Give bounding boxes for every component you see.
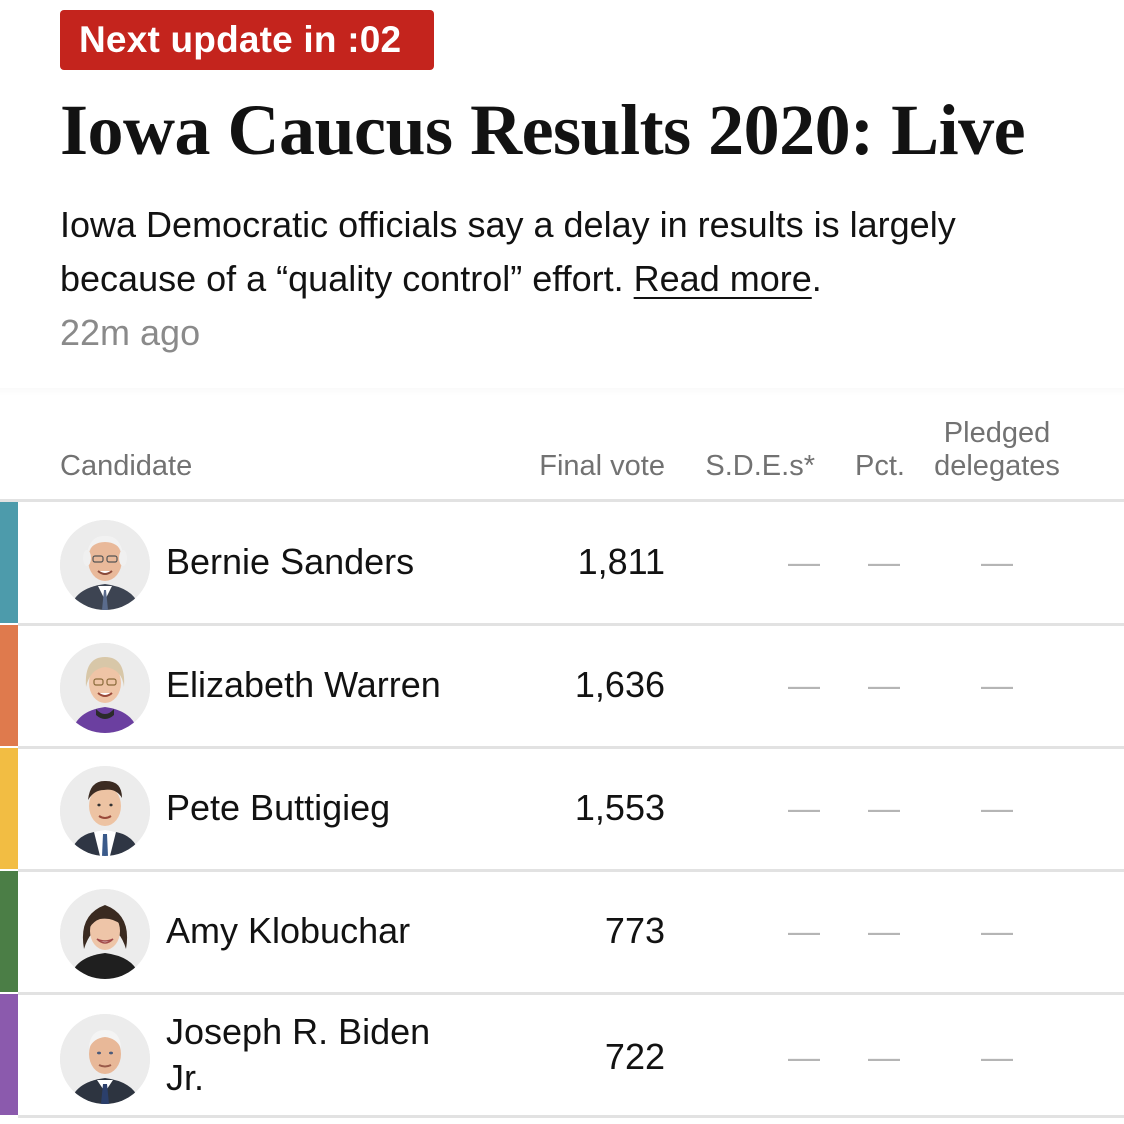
sdes-value: — (788, 790, 820, 826)
row-divider (18, 869, 1124, 872)
sdes-value: — (788, 913, 820, 949)
joseph-biden-portrait-icon (60, 1014, 150, 1104)
pledged-value: — (981, 544, 1013, 580)
final-vote: 722 (604, 1036, 665, 1077)
candidate-color-bar (0, 502, 18, 623)
header-candidate: Candidate (60, 450, 193, 482)
candidate-name: Bernie Sanders (166, 541, 415, 582)
final-vote: 773 (604, 910, 665, 951)
table-row: Joseph R. Biden Jr. 722 — — — (0, 992, 1124, 1118)
read-more-link[interactable]: Read more (633, 258, 812, 299)
pct-value: — (868, 544, 900, 580)
final-vote: 1,553 (574, 787, 665, 828)
pete-buttigieg-portrait-icon (60, 766, 150, 856)
row-divider (18, 992, 1124, 995)
sdes-value: — (788, 667, 820, 703)
row-divider (18, 746, 1124, 749)
candidate-color-bar (0, 625, 18, 746)
header-pledged-line2: delegates (934, 450, 1060, 482)
candidate-color-bar (0, 871, 18, 992)
table-row: Pete Buttigieg 1,553 — — — (0, 746, 1124, 872)
pledged-value: — (981, 1039, 1013, 1075)
pct-value: — (868, 913, 900, 949)
elizabeth-warren-portrait-icon (60, 643, 150, 733)
bernie-sanders-portrait-icon (60, 520, 150, 610)
header-sdes: S.D.E.s* (705, 450, 815, 482)
final-vote: 1,811 (577, 541, 665, 582)
header-final-vote: Final vote (539, 450, 665, 482)
candidate-color-bar (0, 994, 18, 1115)
header-pledged-delegates: Pledged delegates (918, 417, 1076, 483)
sdes-value: — (788, 1039, 820, 1075)
row-divider (18, 623, 1124, 626)
candidate-name: Elizabeth Warren (166, 664, 441, 705)
table-row: Bernie Sanders 1,811 — — — (0, 500, 1124, 626)
summary-text: Iowa Democratic officials say a delay in… (60, 204, 956, 299)
header-rule (0, 499, 1124, 502)
pct-value: — (868, 790, 900, 826)
section-divider (0, 388, 1124, 396)
table-row: Amy Klobuchar 773 — — — (0, 869, 1124, 995)
pledged-value: — (981, 790, 1013, 826)
final-vote: 1,636 (574, 664, 665, 705)
amy-klobuchar-portrait-icon (60, 889, 150, 979)
sdes-value: — (788, 544, 820, 580)
candidate-name: Joseph R. Biden Jr. (166, 1011, 431, 1098)
page-title: Iowa Caucus Results 2020: Live (60, 90, 1026, 170)
candidate-name: Pete Buttigieg (166, 787, 391, 828)
pledged-value: — (981, 913, 1013, 949)
candidate-name: Amy Klobuchar (166, 910, 411, 951)
candidate-color-bar (0, 748, 18, 869)
summary-end-punct: . (811, 258, 822, 299)
results-summary: Iowa Democratic officials say a delay in… (60, 198, 1100, 306)
pledged-value: — (981, 667, 1013, 703)
header-pledged-line1: Pledged (943, 417, 1051, 449)
table-row: Elizabeth Warren 1,636 — — — (0, 623, 1124, 749)
pct-value: — (868, 667, 900, 703)
header-pct: Pct. (855, 450, 905, 482)
next-update-badge: Next update in :02 (60, 10, 434, 70)
row-divider (18, 1115, 1124, 1118)
pct-value: — (868, 1039, 900, 1075)
update-timestamp: 22m ago (60, 312, 201, 353)
